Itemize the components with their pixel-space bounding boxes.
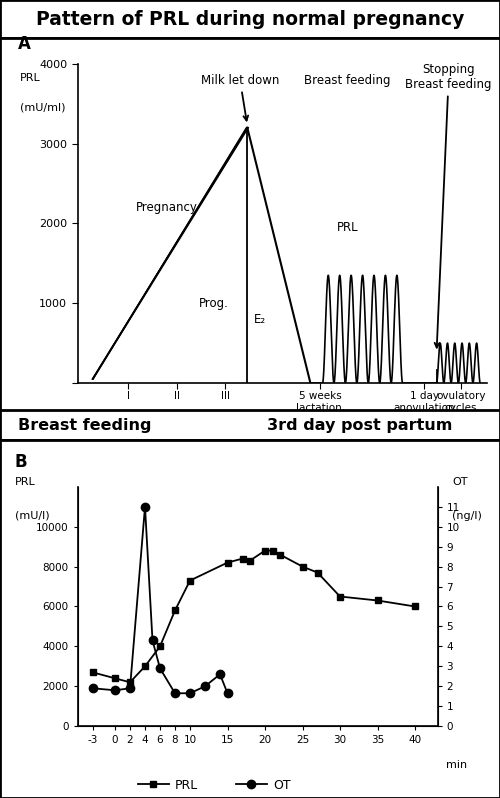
Text: Stopping
Breast feeding: Stopping Breast feeding [406,63,492,348]
Text: PRL: PRL [20,73,41,84]
Text: PRL: PRL [14,477,36,488]
Legend: PRL, OT: PRL, OT [132,773,296,796]
Text: Breast feeding: Breast feeding [18,418,152,433]
Text: Pregnancy: Pregnancy [136,201,198,214]
Text: ▲  Blockade of PRL action at the
        mammary gland by prog. + E₂: ▲ Blockade of PRL action at the mammary … [225,479,423,500]
Text: E₂: E₂ [254,313,266,326]
Text: min: min [446,760,468,770]
Text: Milk let down: Milk let down [201,73,279,120]
Text: Prog.: Prog. [198,297,228,310]
Text: A: A [18,35,31,53]
Text: Pattern of PRL during normal pregnancy: Pattern of PRL during normal pregnancy [36,10,464,29]
Text: (ng/l): (ng/l) [452,511,482,521]
Text: 3rd day post partum: 3rd day post partum [268,418,452,433]
Text: B: B [14,453,27,472]
Text: PRL: PRL [337,221,358,235]
Text: Breast feeding: Breast feeding [304,73,390,87]
Text: OT: OT [452,477,468,488]
Text: (mU/ml): (mU/ml) [20,102,66,113]
Text: (mU/l): (mU/l) [14,511,49,521]
